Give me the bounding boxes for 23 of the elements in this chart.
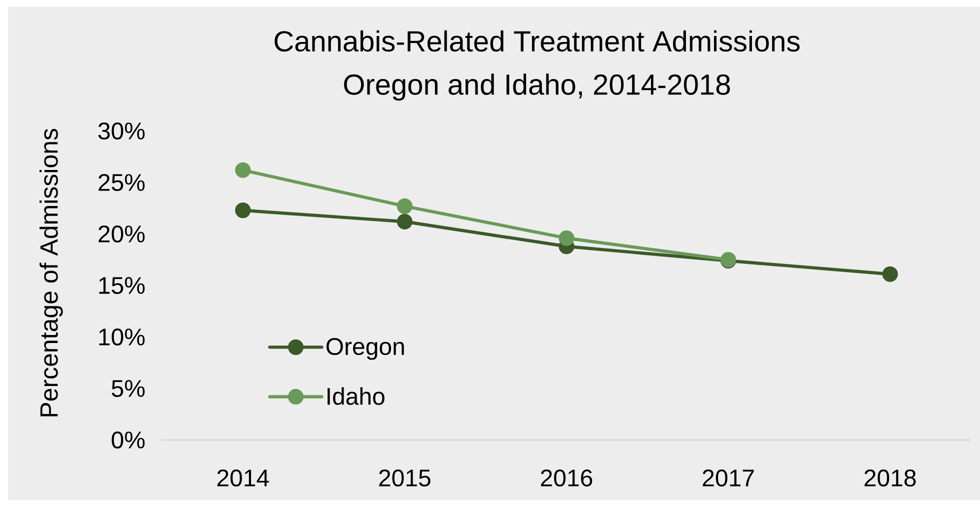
x-tick-label: 2016 [541,470,592,487]
legend-label: Idaho [328,387,384,405]
point [882,266,898,282]
x-tick-label: 2015 [379,470,430,487]
y-tick-label: 25% [98,174,145,191]
point [235,162,251,178]
legend-label: Oregon [326,338,404,360]
y-tick-label: 30% [98,122,145,140]
point [235,202,251,218]
point [558,230,574,246]
x-tick-label: 2017 [702,470,754,487]
point [396,214,412,230]
x-tick-label: 2014 [217,470,269,487]
y-tick-label: 10% [99,328,145,346]
y-tick-label: 0% [112,431,145,448]
y-axis-title: Percentage of Admissions [40,128,63,416]
chart-title: Cannabis-Related Treatment Admissions [274,30,800,52]
y-tick-label: 5% [112,380,145,397]
x-tick-label: 2018 [864,470,916,487]
chart-subtitle: Oregon and Idaho, 2014-2018 [344,74,730,101]
y-tick-label: 20% [98,225,145,242]
point [396,198,412,214]
y-tick-label: 15% [99,277,145,294]
